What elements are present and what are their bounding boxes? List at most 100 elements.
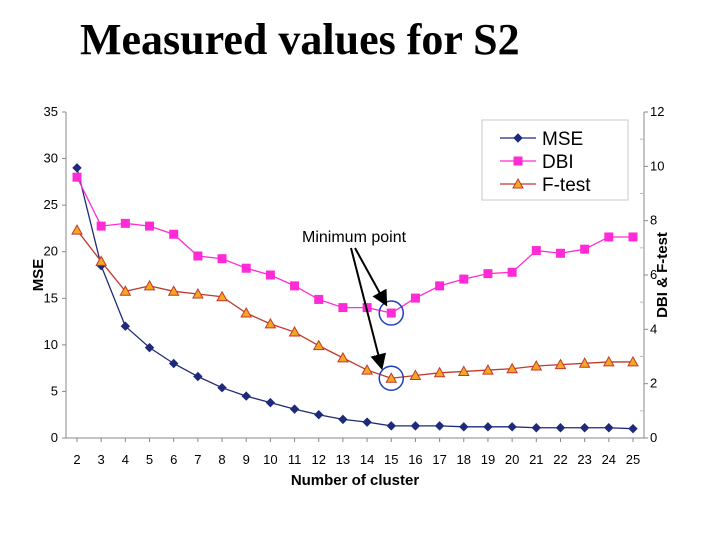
point-dbi xyxy=(386,308,396,318)
axis-frame xyxy=(62,111,648,442)
point-dbi xyxy=(241,263,251,273)
x-tick-label: 3 xyxy=(98,452,105,467)
point-mse xyxy=(193,371,203,382)
point-mse xyxy=(241,391,251,401)
highlight-circle-ftest xyxy=(378,365,405,391)
point-mse xyxy=(434,421,445,431)
point-mse xyxy=(579,423,590,433)
point-f-test xyxy=(433,366,446,378)
point-f-test xyxy=(71,224,83,235)
point-f-test xyxy=(385,372,398,383)
x-tick-label: 25 xyxy=(626,452,640,467)
x-tick-label: 6 xyxy=(170,452,177,467)
point-f-test xyxy=(627,355,639,367)
y-tick-label: 15 xyxy=(44,290,58,305)
y-axis-title: MSE xyxy=(30,259,47,292)
x-tick-label: 10 xyxy=(263,452,277,467)
x-tick-label: 21 xyxy=(529,452,543,467)
point-f-test xyxy=(361,364,373,375)
x-tick-label: 15 xyxy=(384,452,398,467)
y2-tick-label: 4 xyxy=(650,321,657,336)
point-mse xyxy=(507,422,517,432)
point-f-test xyxy=(95,255,108,266)
legend-marker-dbi xyxy=(513,156,523,166)
point-dbi xyxy=(72,172,82,182)
point-dbi xyxy=(193,251,203,261)
point-dbi xyxy=(483,269,493,279)
point-dbi xyxy=(120,218,130,228)
point-mse xyxy=(265,397,276,408)
point-mse xyxy=(604,423,614,433)
point-dbi xyxy=(290,281,300,291)
point-f-test xyxy=(312,339,325,351)
x-tick-label: 24 xyxy=(602,452,616,467)
point-f-test xyxy=(506,362,518,374)
point-dbi xyxy=(314,294,324,304)
point-dbi xyxy=(217,254,227,264)
y2-tick-label: 2 xyxy=(650,376,657,391)
point-f-test xyxy=(216,290,228,302)
series-line-f-test xyxy=(76,229,633,379)
point-mse xyxy=(362,417,372,427)
point-dbi xyxy=(628,232,638,242)
point-mse xyxy=(217,382,227,393)
point-dbi xyxy=(459,274,469,284)
point-f-test xyxy=(337,351,349,363)
y-tick-label: 0 xyxy=(51,430,58,445)
y2-axis-title: DBI & F-test xyxy=(654,232,671,318)
y-tick-label: 25 xyxy=(44,197,58,212)
x-tick-label: 11 xyxy=(288,452,302,467)
x-tick-label: 20 xyxy=(505,452,519,467)
x-tick-label: 19 xyxy=(481,452,495,467)
y-tick-label: 35 xyxy=(44,104,58,119)
point-mse xyxy=(483,422,493,432)
point-mse xyxy=(459,422,469,432)
annotation-layer xyxy=(350,247,405,391)
point-f-test xyxy=(457,365,470,376)
point-mse xyxy=(314,410,324,420)
point-mse xyxy=(531,423,542,433)
point-f-test xyxy=(192,287,204,299)
legend-label-f-test: F-test xyxy=(542,175,591,196)
point-mse xyxy=(72,163,82,173)
point-f-test xyxy=(288,326,301,337)
x-tick-label: 18 xyxy=(457,452,471,467)
point-mse xyxy=(386,421,396,431)
point-dbi xyxy=(555,248,565,258)
point-dbi xyxy=(265,270,275,280)
x-tick-label: 5 xyxy=(146,452,153,467)
point-f-test xyxy=(143,279,156,291)
y-tick-label: 20 xyxy=(44,244,58,259)
x-tick-label: 23 xyxy=(577,452,591,467)
x-tick-label: 14 xyxy=(360,452,374,467)
point-f-test xyxy=(167,285,180,296)
point-dbi xyxy=(507,267,517,277)
point-mse xyxy=(410,421,421,431)
point-dbi xyxy=(338,303,348,313)
series-line-mse xyxy=(76,167,634,430)
y2-tick-label: 6 xyxy=(650,267,657,282)
point-mse xyxy=(168,358,179,369)
x-axis-title: Number of cluster xyxy=(291,472,420,489)
point-f-test xyxy=(240,307,253,318)
point-dbi xyxy=(435,281,445,291)
legend-marker-mse xyxy=(513,133,523,143)
point-mse xyxy=(555,423,566,433)
annotation-minimum-point: Minimum point xyxy=(302,229,407,246)
legend-label-dbi: DBI xyxy=(542,152,574,173)
highlight-circle-dbi xyxy=(378,300,405,326)
point-dbi xyxy=(580,244,590,254)
legend-marker-f-test xyxy=(512,177,524,189)
point-mse xyxy=(120,321,131,331)
point-dbi xyxy=(531,246,541,256)
point-mse xyxy=(144,342,155,353)
point-mse xyxy=(338,414,348,425)
slide-title: Measured values for S2 xyxy=(80,15,520,64)
x-tick-label: 13 xyxy=(336,452,350,467)
point-f-test xyxy=(119,285,132,296)
x-tick-label: 17 xyxy=(432,452,446,467)
y2-tick-label: 12 xyxy=(650,104,664,119)
x-tick-label: 9 xyxy=(243,452,250,467)
